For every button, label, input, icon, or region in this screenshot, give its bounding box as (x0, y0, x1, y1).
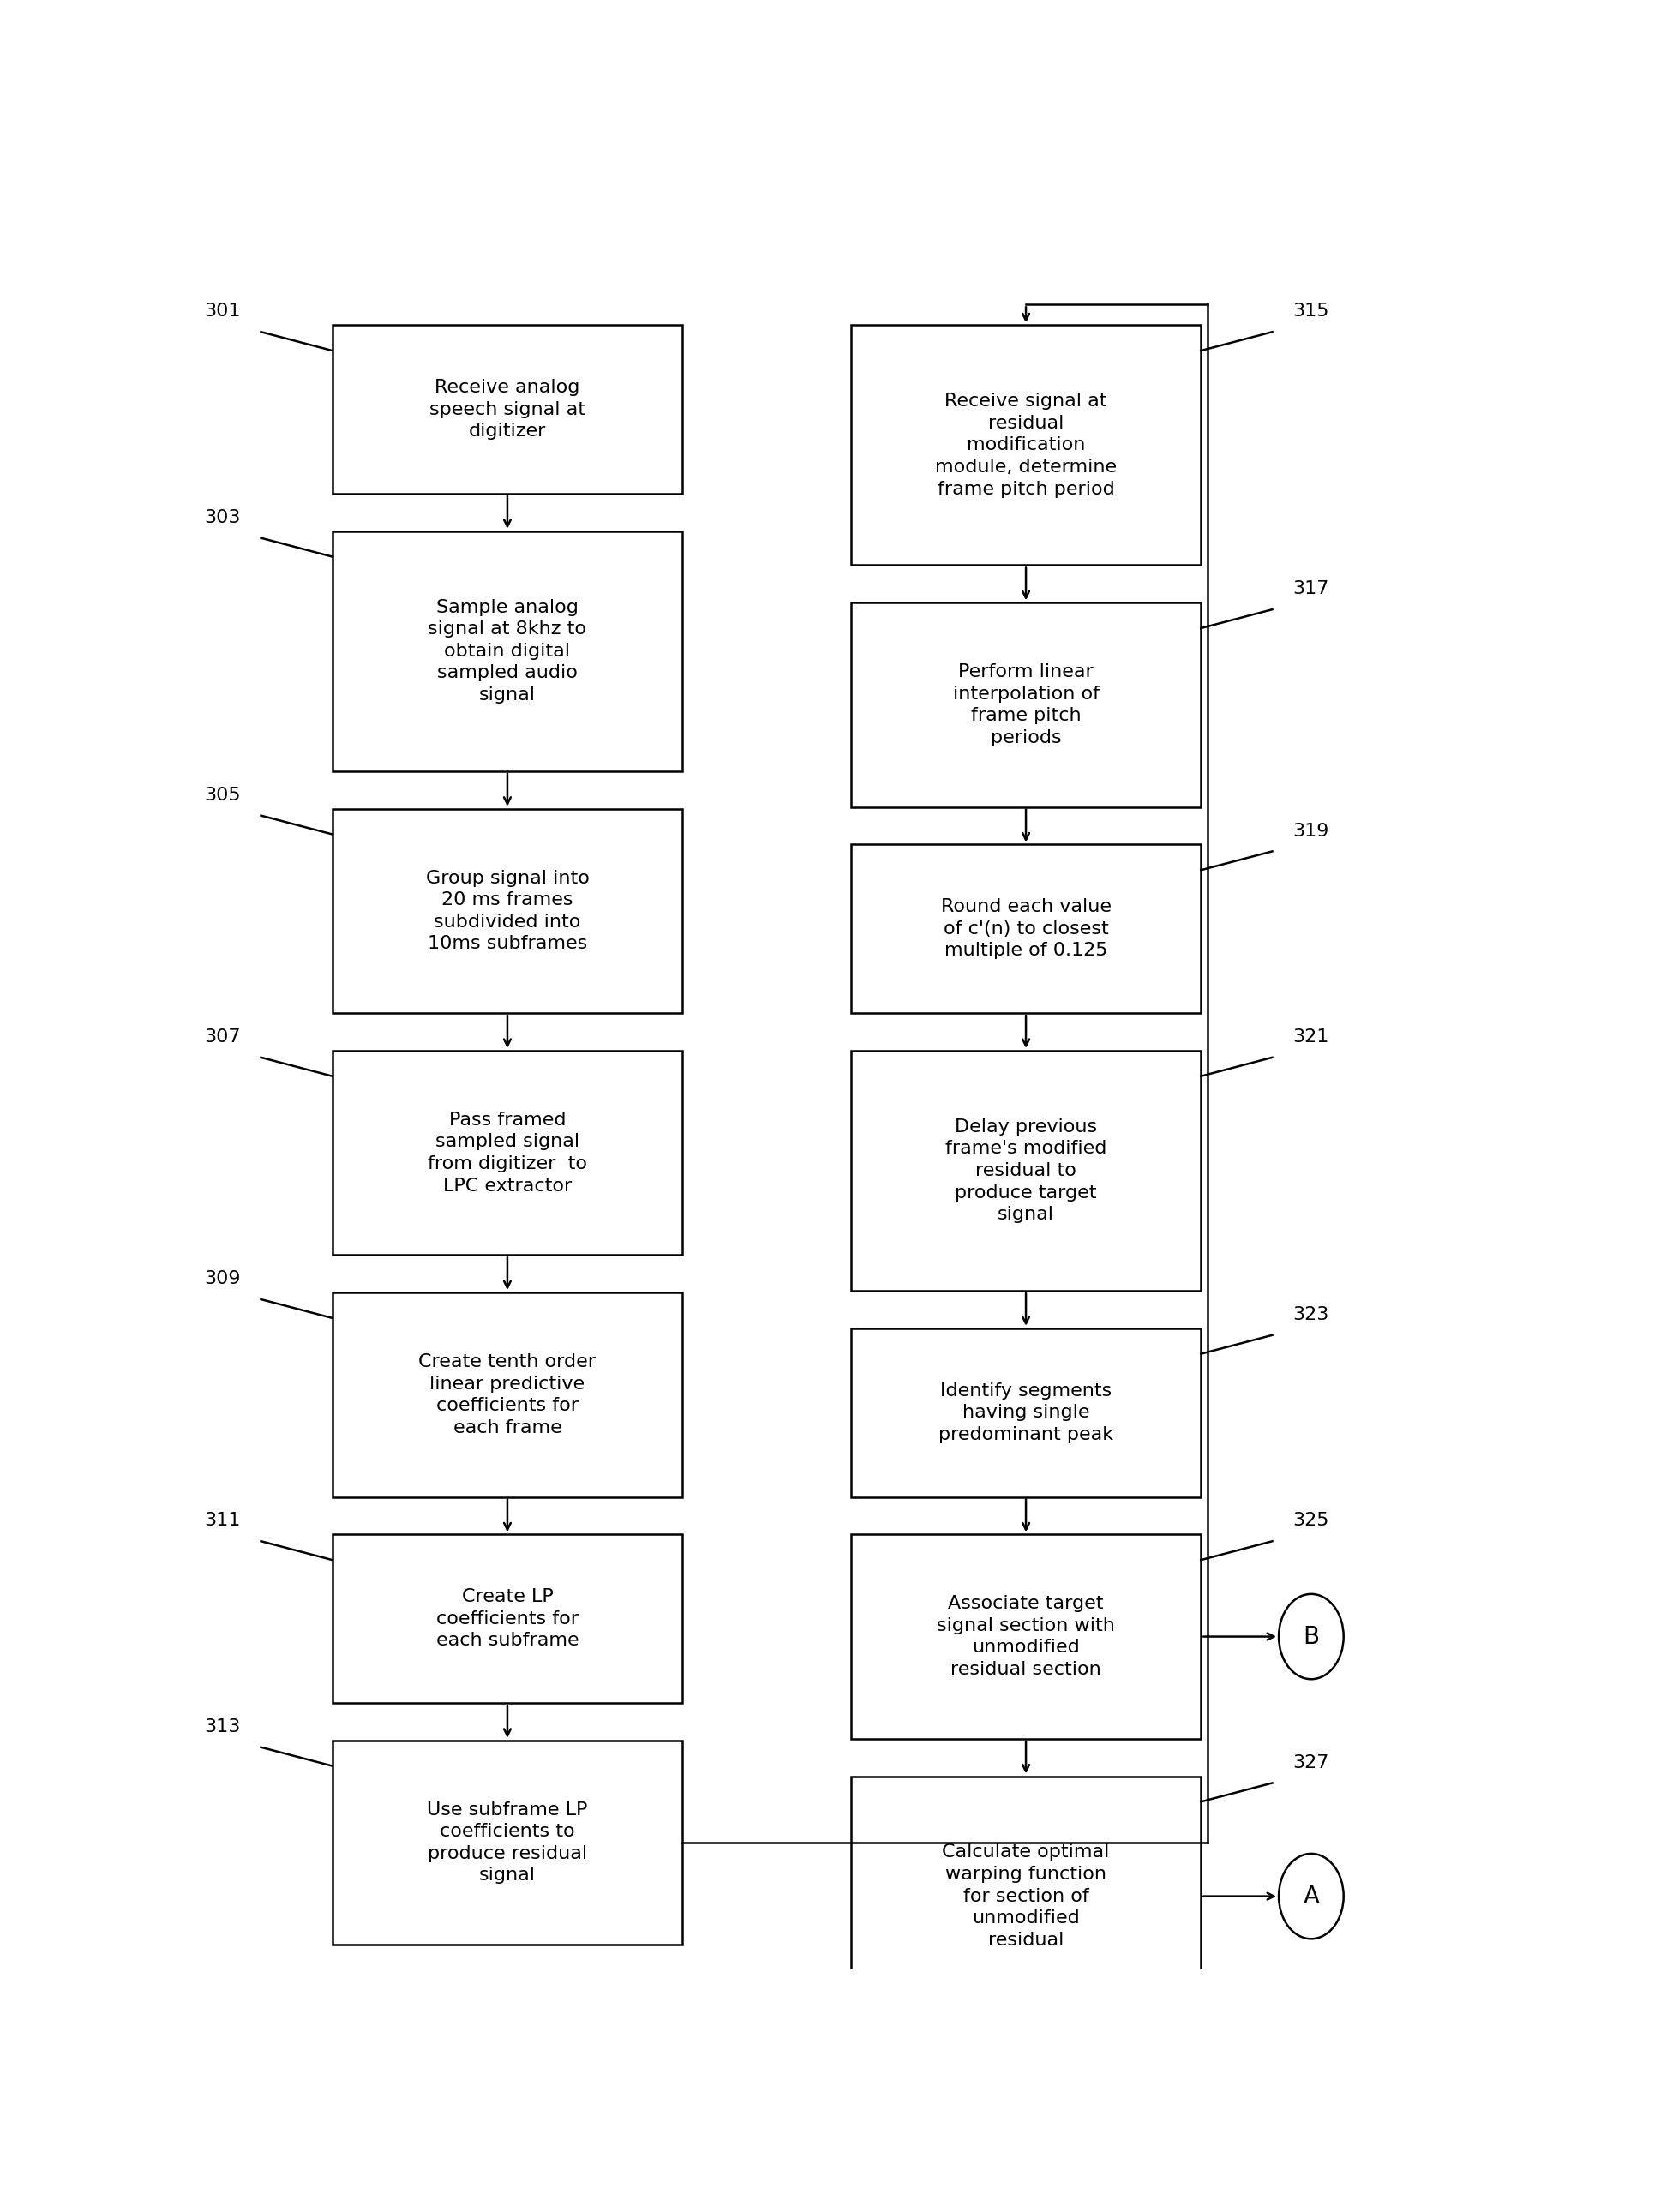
Text: Receive analog
speech signal at
digitizer: Receive analog speech signal at digitize… (430, 378, 586, 440)
Text: Receive signal at
residual
modification
module, determine
frame pitch period: Receive signal at residual modification … (935, 394, 1118, 498)
Text: 317: 317 (1293, 580, 1330, 597)
Text: Pass framed
sampled signal
from digitizer  to
LPC extractor: Pass framed sampled signal from digitize… (428, 1110, 587, 1194)
Text: 325: 325 (1293, 1513, 1330, 1528)
Text: 327: 327 (1293, 1754, 1330, 1772)
Bar (333, 1741, 683, 1944)
Text: 303: 303 (204, 509, 241, 526)
Text: 309: 309 (204, 1270, 241, 1287)
Bar (852, 1327, 1201, 1498)
Bar (333, 531, 683, 772)
Text: 313: 313 (204, 1719, 241, 1736)
Bar (333, 1292, 683, 1498)
Text: B: B (1303, 1624, 1320, 1648)
Text: Group signal into
20 ms frames
subdivided into
10ms subframes: Group signal into 20 ms frames subdivide… (425, 869, 589, 953)
Bar (852, 325, 1201, 566)
Text: Use subframe LP
coefficients to
produce residual
signal: Use subframe LP coefficients to produce … (427, 1801, 587, 1885)
Text: 315: 315 (1293, 303, 1330, 321)
Text: 323: 323 (1293, 1305, 1330, 1323)
Text: Associate target
signal section with
unmodified
residual section: Associate target signal section with unm… (937, 1595, 1114, 1679)
Bar (852, 1535, 1201, 1739)
Text: 305: 305 (204, 787, 241, 803)
Text: Identify segments
having single
predominant peak: Identify segments having single predomin… (939, 1382, 1114, 1442)
Bar (852, 845, 1201, 1013)
Text: 321: 321 (1293, 1029, 1330, 1046)
Text: 307: 307 (204, 1029, 241, 1046)
Text: Calculate optimal
warping function
for section of
unmodified
residual: Calculate optimal warping function for s… (942, 1845, 1109, 1949)
Bar (852, 602, 1201, 807)
Text: Create LP
coefficients for
each subframe: Create LP coefficients for each subframe (437, 1588, 579, 1650)
Text: 311: 311 (204, 1513, 241, 1528)
Bar (333, 1051, 683, 1254)
Bar (333, 325, 683, 493)
Bar (852, 1776, 1201, 2017)
Text: 301: 301 (204, 303, 241, 321)
Text: 319: 319 (1293, 823, 1330, 841)
Bar (333, 1535, 683, 1703)
Text: Create tenth order
linear predictive
coefficients for
each frame: Create tenth order linear predictive coe… (418, 1354, 596, 1436)
Bar (333, 810, 683, 1013)
Bar (852, 1051, 1201, 1292)
Text: Delay previous
frame's modified
residual to
produce target
signal: Delay previous frame's modified residual… (945, 1119, 1108, 1223)
Text: Round each value
of c'(n) to closest
multiple of 0.125: Round each value of c'(n) to closest mul… (940, 898, 1111, 960)
Text: Perform linear
interpolation of
frame pitch
periods: Perform linear interpolation of frame pi… (952, 664, 1099, 745)
Text: A: A (1303, 1885, 1320, 1909)
Text: Sample analog
signal at 8khz to
obtain digital
sampled audio
signal: Sample analog signal at 8khz to obtain d… (428, 599, 587, 703)
